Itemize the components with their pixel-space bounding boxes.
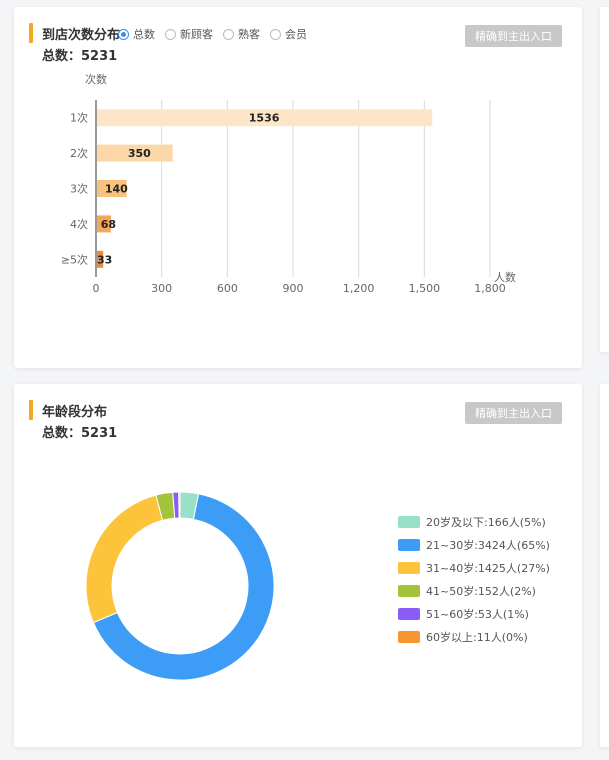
bar[interactable] bbox=[97, 250, 104, 268]
bar-data-label: 1536 bbox=[249, 112, 280, 125]
bar[interactable] bbox=[97, 215, 111, 233]
radio-total[interactable]: 总数 bbox=[118, 26, 155, 42]
legend-item[interactable]: 51~60岁:53人(1%) bbox=[398, 602, 550, 625]
title-accent-bar bbox=[29, 400, 33, 420]
y-tick-label: ≥5次 bbox=[61, 252, 88, 266]
x-tick-label: 0 bbox=[93, 282, 100, 295]
radio-regular-customer[interactable]: 熟客 bbox=[223, 26, 260, 42]
card-title: 年龄段分布 bbox=[42, 405, 108, 420]
total-count: 总数：5231 bbox=[42, 426, 118, 441]
age-legend: 20岁及以下:166人(5%) 21~30岁:3424人(65%) 31~40岁:1… bbox=[398, 510, 550, 648]
legend-swatch bbox=[398, 515, 420, 528]
radio-label: 总数 bbox=[133, 28, 155, 41]
bar[interactable] bbox=[97, 144, 173, 162]
legend-item[interactable]: 20岁及以下:166人(5%) bbox=[398, 510, 550, 533]
radio-circle-icon bbox=[118, 28, 129, 40]
x-tick-label: 1,200 bbox=[343, 282, 375, 295]
legend-label: 51~60岁:53人(1%) bbox=[426, 607, 529, 621]
donut-slice[interactable] bbox=[178, 491, 181, 519]
visit-bar-chart: 次数 人数 0 300 600 900 1,200 1,500 1,800 1次 1536 2次 3… bbox=[61, 72, 516, 295]
legend-item[interactable]: 41~50岁:152人(2%) bbox=[398, 579, 550, 602]
donut-slice[interactable] bbox=[92, 493, 275, 681]
bar-data-label: 140 bbox=[105, 183, 128, 196]
x-tick-label: 1,500 bbox=[409, 282, 441, 295]
total-count: 总数：5231 bbox=[42, 49, 118, 64]
radio-circle-icon bbox=[270, 28, 281, 40]
x-tick-label: 600 bbox=[217, 282, 238, 295]
legend-label: 20岁及以下:166人(5%) bbox=[426, 515, 546, 529]
legend-item[interactable]: 21~30岁:3424人(65%) bbox=[398, 533, 550, 556]
radio-circle-icon bbox=[165, 28, 176, 40]
legend-label: 21~30岁:3424人(65%) bbox=[426, 538, 550, 552]
legend-swatch bbox=[398, 538, 420, 551]
x-tick-label: 300 bbox=[151, 282, 172, 295]
legend-swatch bbox=[398, 561, 420, 574]
legend-swatch bbox=[398, 607, 420, 620]
x-axis-label: 人数 bbox=[494, 271, 516, 284]
y-tick-label: 3次 bbox=[70, 182, 88, 196]
y-axis-label: 次数 bbox=[85, 72, 107, 86]
adjacent-card-edge bbox=[600, 7, 609, 352]
precise-entrance-button[interactable]: 精确到主出入口 bbox=[465, 25, 562, 47]
radio-label: 会员 bbox=[285, 28, 307, 41]
radio-label: 熟客 bbox=[238, 28, 260, 41]
radio-member[interactable]: 会员 bbox=[270, 26, 307, 42]
bar-data-label: 68 bbox=[101, 218, 116, 231]
legend-label: 60岁以上:11人(0%) bbox=[426, 630, 528, 644]
y-tick-label: 1次 bbox=[70, 111, 88, 125]
age-distribution-card: 年龄段分布 精确到主出入口 总数：5231 20岁及以下:166人(5%) 21~… bbox=[14, 384, 582, 747]
card-title: 到店次数分布 bbox=[42, 28, 121, 43]
y-tick-label: 4次 bbox=[70, 217, 88, 231]
legend-label: 41~50岁:152人(2%) bbox=[426, 584, 536, 598]
bar[interactable] bbox=[97, 109, 433, 127]
title-accent-bar bbox=[29, 23, 33, 43]
bar-data-label: 33 bbox=[97, 253, 112, 266]
precise-entrance-button[interactable]: 精确到主出入口 bbox=[465, 402, 562, 424]
radio-circle-icon bbox=[223, 28, 234, 40]
donut-slice[interactable] bbox=[85, 494, 164, 624]
radio-label: 新顾客 bbox=[180, 28, 213, 41]
x-tick-label: 1,800 bbox=[474, 282, 506, 295]
legend-item[interactable]: 60岁以上:11人(0%) bbox=[398, 625, 550, 648]
legend-swatch bbox=[398, 630, 420, 643]
bar-data-label: 350 bbox=[128, 147, 151, 160]
visit-count-card: 到店次数分布 总数 新顾客 熟客 会员 精确到主出入口 总数：5231 次数 人… bbox=[14, 7, 582, 368]
legend-item[interactable]: 31~40岁:1425人(27%) bbox=[398, 556, 550, 579]
customer-type-radio-group: 总数 新顾客 熟客 会员 bbox=[118, 26, 317, 42]
age-donut-chart bbox=[85, 491, 275, 681]
x-tick-label: 900 bbox=[283, 282, 304, 295]
bar[interactable] bbox=[97, 180, 127, 197]
legend-label: 31~40岁:1425人(27%) bbox=[426, 561, 550, 575]
y-tick-label: 2次 bbox=[70, 146, 88, 160]
legend-swatch bbox=[398, 584, 420, 597]
radio-new-customer[interactable]: 新顾客 bbox=[165, 26, 213, 42]
adjacent-card-edge bbox=[600, 384, 609, 747]
